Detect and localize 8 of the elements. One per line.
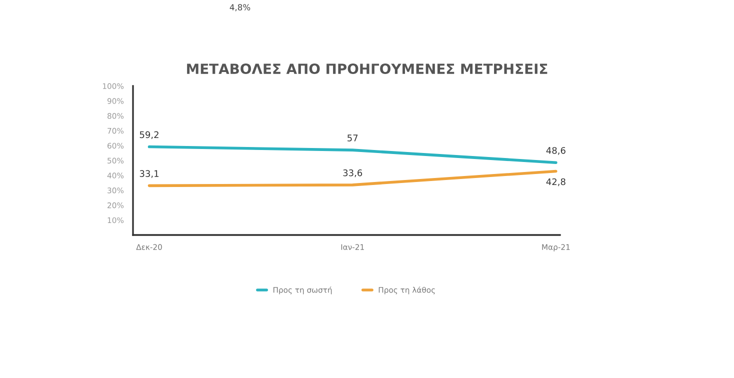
chart-title: ΜΕΤΑΒΟΛΕΣ ΑΠΟ ΠΡΟΗΓΟΥΜΕΝΕΣ ΜΕΤΡΗΣΕΙΣ [187, 64, 548, 74]
data-label: 42,8 [546, 178, 566, 186]
data-label: 57 [348, 134, 358, 142]
data-label: 33,6 [343, 169, 362, 178]
data-label: 59,2 [140, 131, 158, 140]
data-label: 48,6 [546, 147, 566, 155]
text: 4,8% [230, 4, 250, 12]
data-label: 33,1 [140, 170, 158, 178]
